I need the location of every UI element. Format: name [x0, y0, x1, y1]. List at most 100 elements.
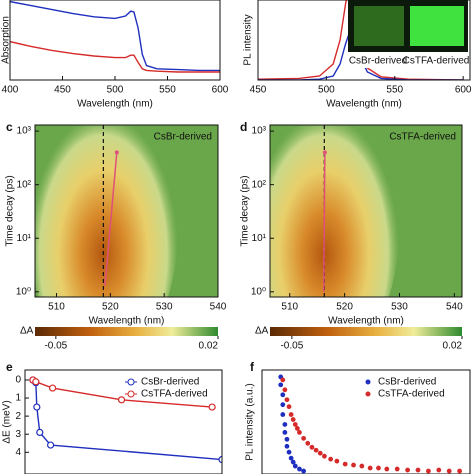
colorbar	[35, 327, 218, 336]
y-tick-label: 1	[15, 393, 21, 404]
inset-caption-bg	[348, 52, 468, 68]
y-tick-label: 10¹	[17, 233, 32, 244]
annotation: CsTFA-derived	[389, 132, 456, 143]
y-axis-label: PL intensity	[243, 14, 254, 65]
series-line	[10, 0, 220, 72]
plot-area	[278, 374, 463, 474]
x-tick-label: 500	[107, 85, 124, 96]
point	[351, 462, 356, 468]
heatmap-band	[270, 125, 400, 297]
y-tick-label: 10¹	[252, 233, 267, 244]
point	[280, 377, 286, 383]
y-axis-label: ΔE (meV)	[2, 400, 13, 443]
y-axis-label: PL intensity (a.u.)	[245, 383, 256, 460]
point	[282, 387, 288, 393]
point	[286, 404, 292, 410]
point	[305, 440, 311, 446]
point	[301, 468, 307, 474]
legend-label: CsTFA-derived	[378, 389, 445, 400]
colorbar-tick-label: 0.02	[199, 341, 219, 352]
y-tick-label: 2	[15, 411, 21, 422]
inset-sample	[410, 6, 464, 46]
point	[415, 467, 421, 473]
point	[384, 466, 390, 472]
point	[322, 453, 327, 459]
x-tick-label: 530	[391, 302, 408, 313]
x-tick-label: 600	[212, 85, 229, 96]
x-tick-label: 540	[210, 302, 227, 313]
colorbar-tick-label: -0.05	[44, 341, 67, 352]
inset-sample	[354, 6, 404, 46]
plot-area	[35, 125, 218, 297]
point	[426, 468, 431, 474]
colorbar-tick-label: 0.02	[443, 341, 463, 352]
panel-label: c	[6, 120, 13, 134]
point	[117, 396, 126, 404]
x-tick-label: 510	[48, 302, 65, 313]
series-line	[258, 0, 464, 80]
y-tick-label: 10³	[17, 126, 32, 137]
x-tick-label: 510	[281, 302, 298, 313]
x-tick-label: 450	[54, 85, 71, 96]
point	[278, 382, 284, 388]
point	[284, 443, 290, 449]
series-line	[10, 40, 220, 73]
y-axis-label: Absorption	[1, 16, 12, 64]
legend-label: CsBr-derived	[378, 377, 436, 388]
point	[32, 378, 40, 386]
point	[446, 468, 452, 474]
point	[284, 397, 290, 403]
point	[367, 465, 373, 471]
point	[292, 422, 298, 427]
axes-frame	[269, 124, 463, 298]
x-tick-label: 450	[250, 85, 267, 96]
point	[457, 468, 463, 474]
point	[288, 412, 294, 417]
y-tick-label: 10⁰	[251, 286, 266, 297]
point	[292, 463, 298, 469]
x-tick-label: 520	[102, 302, 119, 313]
point	[376, 465, 381, 471]
x-tick-label: 540	[446, 302, 463, 313]
arrow-head	[114, 150, 119, 155]
point	[405, 467, 411, 473]
y-tick-label: 4	[15, 447, 21, 458]
y-tick-label: 0	[15, 375, 21, 386]
annotation: CsBr-derived	[154, 132, 212, 143]
point	[297, 466, 302, 472]
x-axis-label: Wavelength (nm)	[77, 99, 153, 110]
axes-frame	[261, 369, 471, 474]
point	[436, 467, 442, 473]
point	[328, 456, 334, 462]
point	[288, 455, 294, 461]
point	[36, 428, 44, 436]
x-tick-label: 530	[156, 302, 173, 313]
y-tick-label: 10²	[17, 179, 32, 190]
point	[313, 447, 319, 453]
point	[297, 430, 302, 435]
point	[33, 403, 41, 411]
inset-label: CsTFA-derived	[403, 56, 470, 67]
axes-frame	[257, 0, 471, 81]
point	[290, 417, 296, 422]
panel-label: d	[240, 120, 247, 134]
plot-area	[29, 376, 222, 464]
point	[334, 458, 340, 464]
point	[280, 402, 286, 408]
legend-label: CsBr-derived	[141, 377, 199, 388]
point	[394, 466, 400, 472]
y-axis-label: Time decay (ps)	[5, 175, 16, 246]
point	[317, 450, 323, 456]
colorbar	[270, 327, 462, 336]
axes-frame	[24, 369, 223, 474]
colorbar-label: ΔA	[255, 326, 269, 337]
arrow	[104, 152, 118, 286]
legend-label: CsTFA-derived	[141, 389, 208, 400]
arrow	[323, 152, 326, 292]
point	[286, 449, 292, 455]
panel-label: e	[6, 360, 13, 374]
x-tick-label: 550	[159, 85, 176, 96]
point	[301, 435, 307, 441]
point	[47, 441, 55, 449]
